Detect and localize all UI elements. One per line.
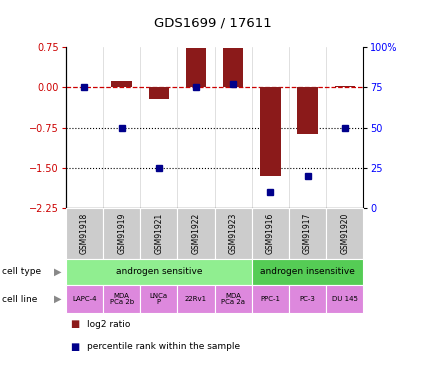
Bar (178, 285, 215, 313)
Bar (111, 81, 132, 87)
Bar (289, 285, 326, 313)
Bar (186, 48, 206, 87)
Text: GSM91919: GSM91919 (117, 213, 126, 254)
Text: LAPC-4: LAPC-4 (72, 296, 97, 302)
Text: percentile rank within the sample: percentile rank within the sample (87, 342, 240, 351)
Bar (260, 87, 281, 176)
Bar (149, 87, 169, 99)
Text: ■: ■ (70, 342, 79, 352)
Text: ▶: ▶ (54, 294, 61, 304)
Bar (334, 86, 355, 87)
Bar (252, 259, 363, 285)
Text: PC-3: PC-3 (300, 296, 315, 302)
Bar (223, 48, 244, 87)
Text: ■: ■ (70, 320, 79, 329)
Text: GSM91923: GSM91923 (229, 213, 238, 254)
Bar (298, 87, 318, 135)
Text: androgen insensitive: androgen insensitive (260, 267, 355, 276)
Bar (178, 208, 215, 259)
Bar (103, 285, 140, 313)
Text: GSM91921: GSM91921 (154, 213, 163, 254)
Text: ▶: ▶ (54, 267, 61, 277)
Bar (289, 208, 326, 259)
Text: androgen sensitive: androgen sensitive (116, 267, 202, 276)
Bar (140, 208, 178, 259)
Text: GSM91917: GSM91917 (303, 213, 312, 254)
Text: cell type: cell type (2, 267, 41, 276)
Text: cell line: cell line (2, 295, 37, 304)
Text: MDA
PCa 2b: MDA PCa 2b (110, 293, 134, 305)
Bar (140, 285, 178, 313)
Bar (215, 285, 252, 313)
Text: GDS1699 / 17611: GDS1699 / 17611 (153, 17, 272, 30)
Text: MDA
PCa 2a: MDA PCa 2a (221, 293, 245, 305)
Bar (326, 208, 363, 259)
Text: log2 ratio: log2 ratio (87, 320, 130, 329)
Bar (66, 259, 252, 285)
Bar (252, 208, 289, 259)
Text: PPC-1: PPC-1 (261, 296, 280, 302)
Bar (252, 285, 289, 313)
Text: GSM91920: GSM91920 (340, 213, 349, 254)
Text: DU 145: DU 145 (332, 296, 358, 302)
Text: GSM91918: GSM91918 (80, 213, 89, 254)
Bar (66, 208, 103, 259)
Bar (103, 208, 140, 259)
Bar (215, 208, 252, 259)
Text: GSM91916: GSM91916 (266, 213, 275, 254)
Text: 22Rv1: 22Rv1 (185, 296, 207, 302)
Bar (326, 285, 363, 313)
Text: LNCa
P: LNCa P (150, 293, 168, 305)
Bar (66, 285, 103, 313)
Text: GSM91922: GSM91922 (192, 213, 201, 254)
